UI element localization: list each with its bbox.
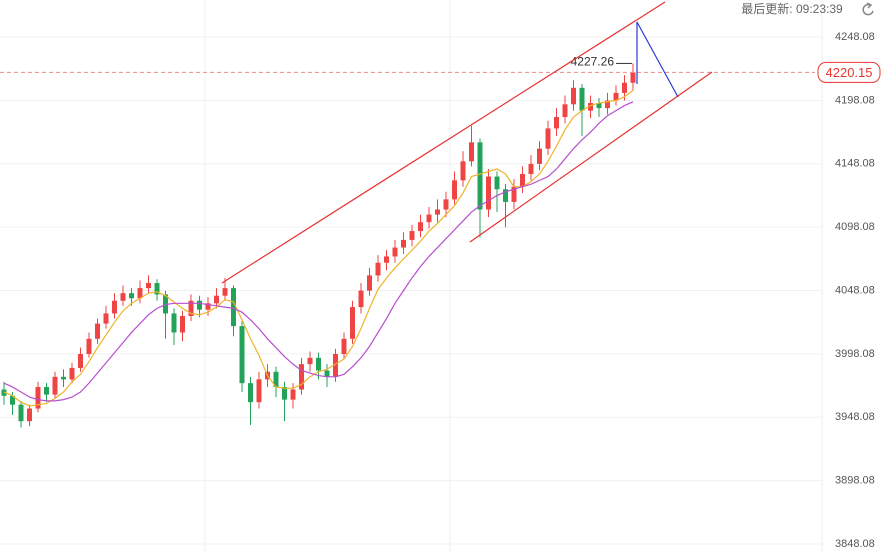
- y-tick-label: 3848.08: [835, 538, 875, 550]
- candle-body: [103, 313, 109, 324]
- candle-body: [248, 383, 253, 403]
- refresh-arrow: [866, 2, 873, 9]
- candle-body: [120, 293, 126, 301]
- candle-body: [10, 395, 15, 405]
- candle-body: [18, 404, 24, 422]
- candle-body: [477, 142, 483, 210]
- candle-body: [222, 288, 228, 296]
- candle-body: [307, 357, 313, 365]
- candle-body: [511, 186, 517, 202]
- candle-body: [299, 364, 304, 390]
- candle-body: [324, 370, 330, 377]
- candle-body: [460, 161, 466, 181]
- candle-body: [180, 315, 185, 333]
- projection: [636, 21, 679, 98]
- candle-body: [367, 275, 372, 291]
- candle-body: [520, 174, 525, 187]
- candle-body: [588, 103, 593, 111]
- candle-body: [435, 209, 440, 215]
- candle-body: [486, 176, 491, 210]
- candle-body: [316, 357, 321, 371]
- last-updated: 最后更新: 09:23:39: [741, 1, 843, 16]
- candle-body: [596, 103, 602, 109]
- y-tick-label: 3898.08: [835, 475, 875, 487]
- candle-body: [528, 163, 534, 175]
- candle-body: [129, 293, 134, 299]
- candle-body: [384, 256, 389, 263]
- candle-body: [205, 303, 211, 310]
- candle-body: [630, 72, 636, 83]
- candle-body: [392, 247, 398, 257]
- y-tick-label: 4048.08: [835, 284, 875, 296]
- candle-body: [426, 214, 432, 223]
- candle-body: [452, 180, 457, 200]
- refresh-arc: [862, 3, 874, 16]
- candle-body: [52, 376, 58, 395]
- y-tick-label: 4098.08: [835, 221, 875, 233]
- channel-lower: [469, 71, 713, 243]
- candle-body: [537, 148, 542, 164]
- candle-body: [503, 189, 508, 202]
- moving-average: [3, 101, 634, 402]
- candle-body: [95, 323, 100, 339]
- candle-body: [545, 128, 551, 149]
- last-price-box: [817, 61, 881, 83]
- refresh-icon[interactable]: [862, 2, 874, 16]
- drawings: [221, 1, 713, 284]
- candle-body: [69, 367, 75, 380]
- y-tick-label: 4248.08: [835, 31, 875, 43]
- candle-body: [44, 386, 49, 395]
- candle-body: [197, 300, 202, 310]
- y-tick-label: 4148.08: [835, 158, 875, 170]
- candle-body: [443, 199, 449, 210]
- candle-body: [418, 222, 423, 232]
- candle-body: [401, 239, 406, 248]
- candle-body: [256, 379, 262, 403]
- candle-body: [613, 92, 619, 101]
- candle-body: [409, 231, 415, 240]
- channel-upper: [221, 1, 666, 284]
- candle-body: [214, 295, 219, 304]
- candle-body: [341, 338, 347, 355]
- candle-body: [562, 104, 568, 117]
- candle-body: [333, 354, 338, 377]
- candle-body: [494, 176, 500, 190]
- plot: 3848.08 3898.08 3948.08 3998.08 4048.08 4098.…: [0, 31, 875, 550]
- candle-body: [622, 82, 627, 93]
- last-price-label: 4220.15: [826, 65, 873, 80]
- candle-body: [86, 338, 92, 355]
- candle-body: [188, 300, 194, 316]
- moving-average: [3, 89, 634, 407]
- candle-body: [358, 290, 364, 308]
- candle-body: [375, 262, 381, 276]
- candle-body: [350, 307, 355, 339]
- y-tick-label: 3998.08: [835, 348, 875, 360]
- candle-body: [61, 376, 66, 380]
- candle-body: [78, 354, 83, 368]
- y-tick-label: 3948.08: [835, 411, 875, 423]
- layout: [204, 0, 823, 553]
- y-tick-label: 4198.08: [835, 94, 875, 106]
- candle-body: [27, 408, 32, 422]
- candle-body: [154, 283, 160, 295]
- candle-body: [146, 283, 151, 289]
- candle-body: [231, 288, 236, 327]
- candle-body: [163, 294, 168, 314]
- candle-body: [290, 389, 296, 400]
- candle-body: [605, 100, 610, 109]
- high-label: 4227.26: [571, 55, 615, 69]
- candle-body: [112, 300, 117, 314]
- candle-body: [469, 142, 474, 162]
- candle-body: [571, 87, 576, 105]
- candle-body: [273, 371, 279, 387]
- candle-body: [171, 313, 177, 333]
- candle-body: [35, 386, 41, 409]
- candle-body: [554, 116, 559, 129]
- candle-body: [137, 288, 143, 299]
- candle-body: [282, 386, 287, 400]
- candle-body: [239, 326, 245, 384]
- candle-body: [579, 87, 585, 111]
